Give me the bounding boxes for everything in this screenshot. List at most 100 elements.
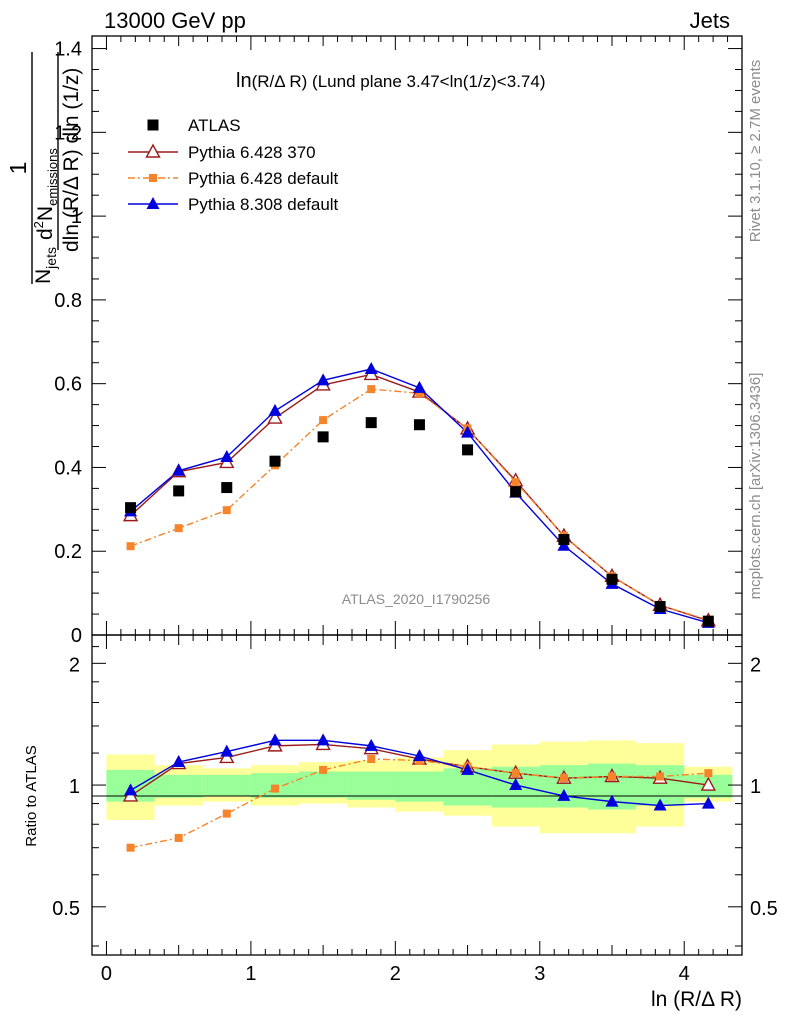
ratio-point-series-3 (220, 744, 234, 757)
main-point-series-0 (173, 485, 185, 497)
main-series-group (122, 362, 717, 628)
ratio-point-series-3 (557, 788, 571, 801)
legend: ATLAS Pythia 6.428 370 Pythia 6.428 defaul… (128, 116, 339, 214)
legend-marker-2 (149, 174, 157, 182)
main-point-series-3 (412, 380, 426, 393)
main-point-series-0 (365, 417, 377, 429)
main-point-series-2 (415, 389, 424, 398)
main-point-series-2 (174, 524, 183, 533)
rivet-label: Rivet 3.1.10, ≥ 2.7M events (747, 60, 764, 243)
main-point-series-0 (702, 615, 714, 627)
main-point-series-2 (319, 416, 328, 425)
x-tick-label-3: 3 (534, 963, 545, 985)
x-tick-label-4: 4 (679, 963, 690, 985)
main-point-series-2 (222, 506, 231, 515)
ratio-tick-label-left-2: 2 (69, 654, 80, 676)
ylabel-one: 1 (5, 162, 31, 175)
ratio-point-series-3 (653, 798, 667, 811)
header-left-label: 13000 GeV pp (104, 8, 246, 33)
main-line-series-1 (130, 373, 709, 622)
ratio-tick-label-right-1: 1 (750, 776, 761, 798)
legend-label-3: Pythia 8.308 default (188, 195, 339, 214)
ratio-tick-label-right-0.5: 0.5 (750, 898, 778, 920)
ratio-tick-label-right-2: 2 (750, 654, 761, 676)
y-tick-label-0.2: 0.2 (54, 541, 82, 563)
ratio-y-axis-label: Ratio to ATLAS (23, 745, 40, 846)
main-point-series-0 (606, 573, 618, 585)
ylabel-njets-base: N (32, 269, 55, 284)
ratio-point-series-2 (174, 833, 183, 842)
main-point-series-1 (267, 409, 283, 424)
ratio-point-series-2 (656, 772, 665, 781)
y-tick-label-1: 1 (71, 206, 82, 228)
ratio-point-series-2 (271, 784, 280, 793)
ratio-point-series-3 (509, 778, 523, 791)
main-point-series-0 (413, 419, 425, 431)
legend-marker-3 (146, 197, 160, 209)
svg-text:d2Nemissions: d2Nemissions (31, 148, 60, 240)
ratio-series-group (122, 733, 717, 852)
main-point-series-0 (558, 533, 570, 545)
ylabel-denominator: dln (R/Δ R) dln (1/z) (60, 68, 83, 252)
main-point-series-0 (510, 486, 522, 498)
ratio-point-series-3 (412, 748, 426, 761)
ratio-point-series-3 (268, 733, 282, 746)
legend-label-0: ATLAS (188, 116, 241, 135)
main-point-series-0 (317, 431, 329, 443)
main-point-series-3 (461, 425, 475, 438)
x-axis-label: ln (R/Δ R) (651, 988, 742, 1011)
legend-marker-1 (145, 143, 161, 158)
main-line-series-3 (130, 368, 709, 624)
legend-label-1: Pythia 6.428 370 (188, 143, 316, 162)
main-point-series-0 (125, 502, 137, 514)
ylabel-exp-two: 2 (31, 221, 46, 228)
ratio-point-series-2 (608, 772, 616, 781)
band-inner-4 (298, 771, 348, 798)
main-point-series-3 (316, 373, 330, 386)
plot-title-rest: (R/Δ R) (Lund plane 3.47<ln(1/z)<3.74) (252, 72, 546, 91)
main-point-series-3 (364, 362, 378, 375)
y-tick-label-0: 0 (71, 625, 82, 647)
ratio-point-series-3 (605, 794, 619, 807)
svg-text:Njets: Njets (32, 247, 59, 284)
main-point-series-0 (462, 444, 474, 456)
ratio-point-series-2 (704, 769, 713, 778)
ylabel-nemis-sub: emissions (45, 148, 60, 206)
svg-text:1: 1 (5, 162, 31, 175)
ratio-point-series-1 (700, 776, 717, 791)
legend-label-2: Pythia 6.428 default (188, 169, 339, 188)
ratio-tick-label-left-1: 1 (69, 776, 80, 798)
analysis-id-label: ATLAS_2020_I1790256 (342, 591, 491, 607)
x-tick-label-2: 2 (390, 963, 401, 985)
ratio-plot-frame (91, 634, 743, 956)
mcplots-label: mcplots.cern.ch [arXiv:1306.3436] (747, 373, 764, 600)
y-tick-label-1.4: 1.4 (54, 39, 82, 61)
main-point-series-3 (220, 449, 234, 462)
axis-tick-labels: 0 1 2 3 4 0 0.2 0.4 0.6 0.8 1 1.2 1.4 0.5 0.5 1 1 2 2 (52, 39, 778, 985)
ratio-point-series-3 (172, 755, 186, 768)
axis-ticks (91, 36, 743, 955)
band-inner-1 (154, 774, 203, 798)
ratio-point-series-2 (319, 765, 328, 774)
ratio-point-series-3 (316, 733, 330, 746)
main-point-series-0 (269, 455, 281, 467)
main-point-series-2 (367, 385, 376, 394)
band-inner-5 (347, 771, 396, 800)
main-point-series-2 (511, 478, 520, 487)
ratio-point-series-2 (559, 774, 568, 783)
main-point-series-0 (654, 601, 666, 613)
x-tick-label-0: 0 (101, 963, 112, 985)
main-point-series-3 (268, 403, 282, 416)
main-point-series-2 (126, 542, 135, 551)
plot-title: ln(R/Δ R) (Lund plane 3.47<ln(1/z)<3.74) (236, 70, 545, 92)
header-right-label: Jets (690, 8, 730, 33)
main-y-axis-label: 1 Njets d2Nemissions dln (R/Δ R) dln (1/… (5, 52, 83, 284)
ylabel-nemis-base: N (34, 206, 57, 221)
ratio-point-series-2 (367, 754, 376, 763)
plot-title-main: ln (236, 70, 252, 92)
svg-text:dln (R/Δ R) dln (1/z): dln (R/Δ R) dln (1/z) (60, 68, 83, 252)
legend-marker-0 (147, 119, 159, 131)
ratio-point-series-2 (126, 843, 135, 852)
y-tick-label-0.4: 0.4 (54, 457, 82, 479)
